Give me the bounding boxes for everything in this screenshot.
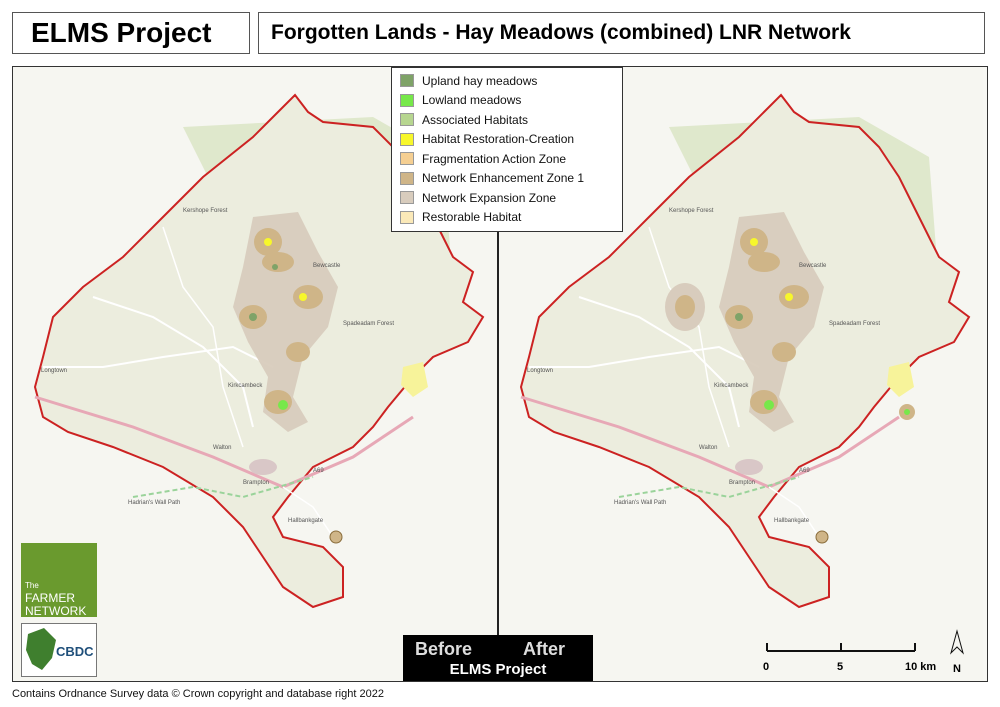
place-label: Kershope Forest [669, 208, 714, 214]
place-label: Kershope Forest [183, 208, 228, 214]
place-label: Brampton [243, 480, 269, 486]
map-title-box: Forgotten Lands - Hay Meadows (combined)… [258, 12, 985, 54]
place-label: Longtown [41, 368, 67, 374]
after-label: After [523, 639, 566, 659]
place-label: Kirkcambeck [714, 383, 749, 389]
place-label: Hadrian's Wall Path [128, 500, 180, 506]
legend-item: Network Enhancement Zone 1 [400, 169, 622, 189]
map-frame: Longtown Brampton Kershope Forest Spadea… [12, 66, 988, 682]
comparison-caption: ELMS Project [449, 661, 547, 678]
scale-label: 0 [763, 661, 770, 673]
scale-bar-graphic [766, 629, 964, 655]
legend: Upland hay meadows Lowland meadows Associa… [391, 67, 623, 232]
logo-text-line2: NETWORK [25, 604, 87, 618]
legend-swatch [400, 210, 414, 224]
expansion-zone-before [233, 212, 338, 432]
copyright-credit: Contains Ordnance Survey data © Crown co… [12, 688, 384, 700]
place-label: A69 [313, 468, 324, 474]
legend-item: Network Expansion Zone [400, 188, 622, 208]
north-label: N [953, 663, 961, 675]
place-label: Brampton [729, 480, 755, 486]
legend-label: Network Enhancement Zone 1 [422, 171, 585, 186]
before-label: Before [415, 639, 473, 659]
legend-item: Habitat Restoration-Creation [400, 130, 622, 150]
legend-label: Network Expansion Zone [422, 190, 557, 205]
legend-swatch [400, 152, 414, 166]
legend-label: Fragmentation Action Zone [422, 151, 567, 166]
cbdc-text: CBDC [56, 644, 94, 659]
cbdc-logo-graphic: CBDC [26, 628, 94, 670]
cbdc-logo: CBDC [21, 623, 97, 677]
map-title: Forgotten Lands - Hay Meadows (combined)… [271, 21, 851, 44]
scale-label: 10 km [905, 661, 937, 673]
legend-item: Fragmentation Action Zone [400, 149, 622, 169]
legend-label: Lowland meadows [422, 93, 522, 108]
farmer-network-logo: The FARMER NETWORK [21, 543, 97, 618]
place-label: Spadeadam Forest [829, 321, 880, 327]
legend-label: Upland hay meadows [422, 73, 538, 88]
place-label: Spadeadam Forest [343, 321, 394, 327]
place-label: A69 [799, 468, 810, 474]
legend-item: Upland hay meadows [400, 71, 622, 91]
panel-divider [497, 67, 499, 681]
place-label: Hadrian's Wall Path [614, 500, 666, 506]
north-arrow-icon [950, 629, 964, 655]
place-label: Longtown [527, 368, 553, 374]
legend-item: Lowland meadows [400, 91, 622, 111]
legend-swatch [400, 93, 414, 107]
legend-label: Associated Habitats [422, 112, 529, 127]
place-label: Hallbankgate [774, 518, 810, 524]
place-label: Walton [699, 445, 717, 451]
project-title-box: ELMS Project [12, 12, 250, 54]
legend-swatch [400, 191, 414, 205]
legend-swatch [400, 113, 414, 127]
place-label: Kirkcambeck [228, 383, 263, 389]
legend-swatch [400, 132, 414, 146]
map-before [13, 67, 499, 681]
legend-item: Associated Habitats [400, 110, 622, 130]
scale-label: 5 [837, 661, 844, 673]
expansion-zone-after [719, 212, 824, 432]
logo-text-line1: FARMER [25, 591, 76, 605]
legend-item: Restorable Habitat [400, 208, 622, 228]
scale-bar: 0 5 10 km N [757, 627, 977, 679]
project-title: ELMS Project [31, 17, 212, 48]
map-after [497, 67, 985, 681]
legend-label: Restorable Habitat [422, 210, 522, 225]
place-label: Bewcastle [313, 263, 341, 269]
logo-text-small: The [25, 581, 39, 590]
maps-svg: Longtown Brampton Kershope Forest Spadea… [13, 67, 985, 681]
place-label: Walton [213, 445, 231, 451]
legend-swatch [400, 74, 414, 88]
legend-label: Habitat Restoration-Creation [422, 132, 575, 147]
place-label: Bewcastle [799, 263, 827, 269]
legend-swatch [400, 171, 414, 185]
before-after-box: Before After ELMS Project [403, 635, 593, 681]
place-label: Hallbankgate [288, 518, 324, 524]
